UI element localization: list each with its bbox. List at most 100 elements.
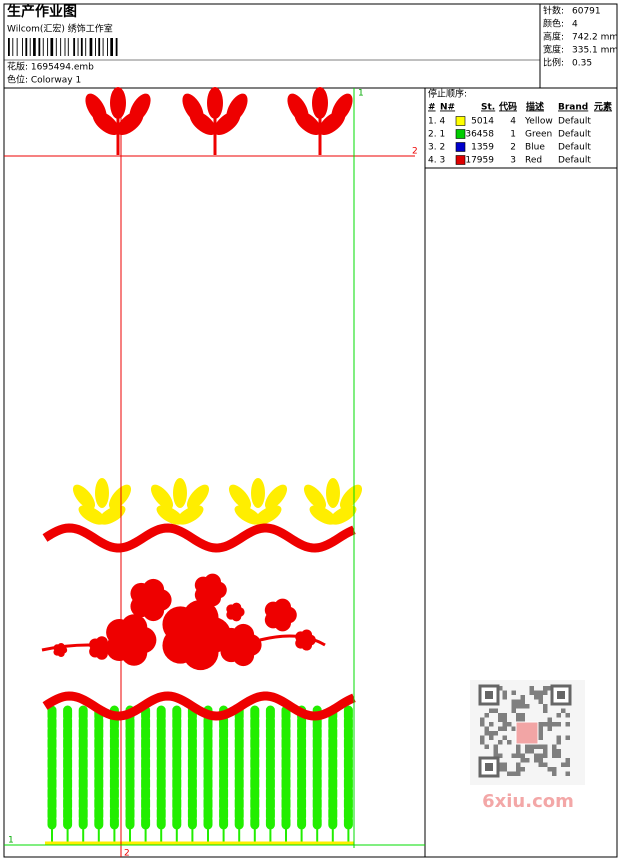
qr-cell (489, 722, 494, 727)
qr-cell (538, 758, 543, 763)
row-brand: Default (558, 156, 591, 166)
qr-cell (538, 722, 543, 727)
qr-cell (543, 762, 548, 767)
qr-cell (556, 740, 561, 745)
qr-cell (516, 713, 521, 718)
qr-cell (529, 690, 534, 695)
qr-cell (484, 731, 489, 736)
barcode (8, 38, 118, 56)
qr-cell (538, 690, 543, 695)
qr-cell (502, 713, 507, 718)
tulip-petal (213, 111, 241, 135)
qr-cell (520, 695, 525, 700)
flower-petal (204, 573, 221, 591)
bar-stripe (12, 38, 14, 56)
qr-cell (543, 722, 548, 727)
qr-cell (561, 762, 566, 767)
wave-band (42, 691, 356, 721)
qr-cell (547, 686, 552, 691)
qr-finder-dot (485, 691, 493, 699)
row-stitches: 36458 (465, 130, 494, 140)
plant-leaf (95, 478, 109, 508)
qr-cell (543, 686, 548, 691)
guide-label: 1 (8, 836, 14, 846)
qr-cell (552, 753, 557, 758)
qr-cell (507, 771, 512, 776)
bar-stripe (42, 38, 44, 56)
bar-stripe (55, 38, 57, 56)
plant-leaf (228, 484, 252, 510)
plant-leaf (329, 505, 357, 525)
bar-stripe (98, 38, 101, 56)
bar-stripe (47, 38, 49, 56)
bar-stripe (89, 38, 93, 56)
bar-stripe (95, 38, 96, 56)
qr-cell (538, 695, 543, 700)
flower-petal (182, 599, 219, 636)
qr-cell (489, 735, 494, 740)
qr-cell (565, 722, 570, 727)
qr-cell (520, 753, 525, 758)
info-label: 颜色: (543, 18, 564, 30)
qr-cell (502, 767, 507, 772)
plant-leaf (72, 484, 96, 510)
flower-petal (231, 602, 242, 613)
qr-cell (565, 762, 570, 767)
design-area (4, 87, 425, 857)
qr-cell (502, 762, 507, 767)
qr-cell (502, 717, 507, 722)
plant-leaf (108, 484, 132, 510)
qr-logo (515, 721, 539, 745)
color-swatch (455, 129, 466, 139)
qr-cell (538, 731, 543, 736)
qr-cell (543, 704, 548, 709)
row-brand: Default (558, 117, 591, 127)
qr-cell (520, 704, 525, 709)
qr-cell (516, 767, 521, 772)
qr-cell (480, 740, 485, 745)
row-brand: Default (558, 130, 591, 140)
qr-cell (525, 704, 530, 709)
qr-cell (498, 713, 503, 718)
color-swatch (455, 155, 466, 165)
qr-cell (547, 717, 552, 722)
qr-cell (484, 744, 489, 749)
qr-cell (516, 744, 521, 749)
bar-stripe (22, 38, 23, 56)
row-seq: 1. 4 (428, 117, 445, 127)
qr-cell (538, 753, 543, 758)
qr-cell (507, 722, 512, 727)
bar-stripe (85, 38, 87, 56)
flower-petal (232, 623, 255, 646)
table-header: 元素 (594, 101, 612, 113)
qr-cell (543, 744, 548, 749)
table-header: Brand (558, 103, 588, 113)
bar-stripe (16, 38, 18, 56)
qr-cell (561, 708, 566, 713)
tulip-petal (207, 87, 223, 119)
qr-cell (516, 704, 521, 709)
table-header: # (428, 103, 436, 113)
qr-cell (498, 767, 503, 772)
plant-leaf (303, 484, 327, 510)
plant-leaf (339, 484, 363, 510)
flower-petal (142, 578, 165, 601)
info-label: 针数: (543, 5, 564, 17)
qr-cell (520, 767, 525, 772)
qr-cell (547, 722, 552, 727)
wave-band (42, 523, 356, 553)
qr-cell (516, 699, 521, 704)
color-swatch (455, 116, 466, 126)
qr-cell (493, 731, 498, 736)
plant-leaf (326, 478, 340, 508)
qr-finder-dot (485, 763, 493, 771)
qr-cell (543, 753, 548, 758)
qr-cell (552, 771, 557, 776)
qr-cell (520, 758, 525, 763)
row-seq: 3. 2 (428, 143, 445, 153)
bar-stripe (50, 38, 54, 56)
bar-stripe (67, 38, 69, 56)
qr-cell (484, 726, 489, 731)
row-stitches: 1359 (471, 143, 494, 153)
qr-cell (520, 713, 525, 718)
